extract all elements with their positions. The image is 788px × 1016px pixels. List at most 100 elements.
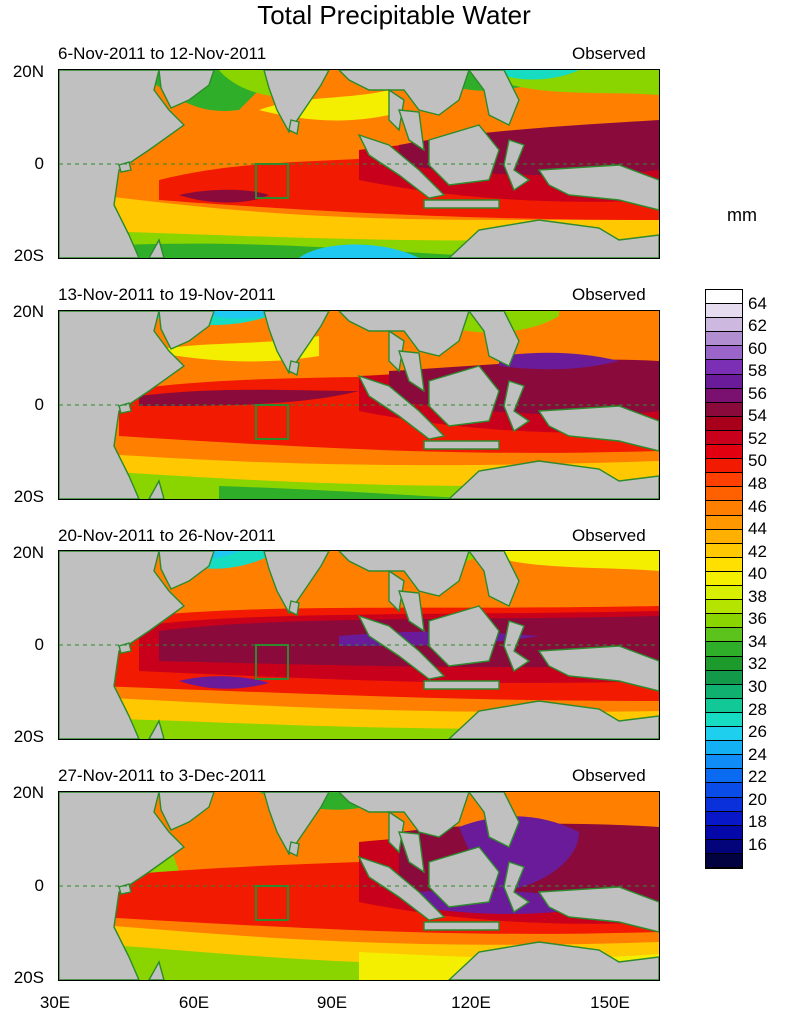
coastline [503, 620, 531, 673]
colorbar-tick-label: 64 [748, 293, 767, 313]
coastline [388, 329, 405, 373]
colorbar-swatch [706, 600, 742, 615]
lat-label-0: 0 [34, 876, 44, 895]
colorbar-swatch [706, 571, 742, 587]
coastline [447, 219, 659, 258]
colorbar-swatch [706, 839, 742, 854]
colorbar-tick-label: 34 [748, 631, 767, 651]
region-box [255, 885, 289, 921]
colorbar-swatch [706, 712, 742, 728]
coastline [148, 479, 165, 499]
lat-label-20s: 20S [13, 246, 44, 265]
colorbar-swatch [706, 755, 742, 770]
field-contour [199, 311, 279, 319]
coastline [503, 139, 531, 192]
coastline [537, 645, 659, 692]
chart-title: Total Precipitable Water [257, 0, 531, 30]
lat-label-20s: 20S [13, 968, 44, 987]
colorbar-tick-label: 58 [748, 361, 767, 381]
lat-label-20s: 20S [13, 487, 44, 506]
coastline [423, 440, 500, 450]
region-box [255, 404, 289, 440]
colorbar-swatch [706, 402, 742, 417]
coastline [428, 124, 500, 186]
colorbar-swatch [706, 459, 742, 474]
lat-label-0: 0 [34, 635, 44, 654]
coastline [468, 792, 520, 848]
colorbar-tick-label: 44 [748, 519, 767, 539]
coastline [288, 360, 300, 377]
coastline [428, 846, 500, 908]
colorbar-tick-label: 32 [748, 654, 767, 674]
field-contour [139, 389, 359, 406]
colorbar-tick-label: 30 [748, 677, 767, 696]
region-box [255, 644, 289, 680]
colorbar-swatch [706, 783, 742, 798]
colorbar-tick-label: 36 [748, 609, 767, 629]
lon-label-60e: 60E [178, 993, 210, 1012]
coastline [537, 405, 659, 452]
colorbar-swatch [706, 501, 742, 516]
lat-label-20s: 20S [13, 727, 44, 746]
colorbar-tick-label: 24 [748, 744, 767, 764]
colorbar-tick-label: 42 [748, 541, 767, 561]
lat-label-20n: 20N [12, 783, 44, 802]
panel-2-date-range: 13-Nov-2011 to 19-Nov-2011 [58, 285, 276, 304]
colorbar-swatch [706, 290, 742, 305]
coastline [158, 70, 215, 109]
colorbar-tick-label: 28 [748, 699, 767, 719]
coastline [288, 119, 300, 136]
coastline [357, 374, 446, 440]
coastline [388, 569, 405, 613]
coastline [447, 941, 659, 980]
coastline [503, 861, 531, 914]
panel-1-status: Observed [572, 44, 646, 63]
coastline [148, 960, 165, 980]
field-contour [179, 189, 269, 203]
coastline [338, 70, 470, 116]
colorbar-swatch [706, 557, 742, 572]
field-contour [299, 244, 419, 258]
colorbar-swatch [706, 304, 742, 319]
coastline [357, 614, 446, 680]
landmasses [59, 551, 659, 739]
panel-1-date-range: 6-Nov-2011 to 12-Nov-2011 [58, 44, 267, 63]
colorbar-tick-label: 48 [748, 474, 767, 493]
lon-label-150e: 150E [590, 993, 630, 1012]
field-contour [179, 676, 269, 689]
coastline [158, 311, 215, 350]
colorbar-swatch [706, 670, 742, 685]
coastline [158, 792, 215, 831]
colorbar-tick-label: 26 [748, 722, 767, 742]
coastline [397, 350, 425, 393]
colorbar-tick-label: 50 [748, 451, 767, 471]
colorbar-swatch [706, 332, 742, 347]
coastline [397, 831, 425, 874]
colorbar-swatch [706, 445, 742, 460]
coastline [148, 719, 165, 739]
colorbar-swatch [706, 374, 742, 389]
coastline [447, 700, 659, 739]
colorbar-swatch [706, 769, 742, 784]
field-contour [479, 551, 659, 571]
coastline [388, 810, 405, 854]
colorbar-swatch [706, 656, 742, 671]
landmasses [59, 792, 659, 980]
lon-label-90e: 90E [316, 993, 348, 1012]
field-contour [489, 70, 579, 80]
coastline [428, 365, 500, 427]
coastline [537, 886, 659, 933]
coastline [423, 921, 500, 931]
coastline [397, 590, 425, 633]
colorbar-swatch [706, 388, 742, 403]
map-panel-2 [58, 310, 660, 500]
coastline [503, 380, 531, 433]
coastline [428, 605, 500, 667]
panel-4-status: Observed [572, 766, 646, 785]
colorbar-swatch [706, 473, 742, 488]
lon-label-120e: 120E [451, 993, 491, 1012]
colorbar-swatch [706, 586, 742, 601]
colorbar-swatch [706, 727, 742, 742]
colorbar-tick-label: 16 [748, 834, 767, 854]
coastline [468, 551, 520, 607]
